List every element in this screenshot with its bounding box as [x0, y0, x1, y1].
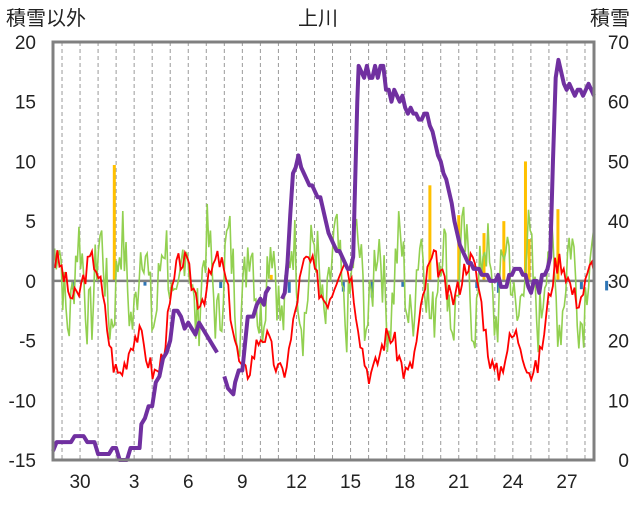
blue-bar [475, 280, 479, 289]
snow-depth-line [280, 57, 596, 300]
x-tick-label: 27 [556, 472, 577, 493]
blue-bar [496, 280, 500, 293]
left-tick-label: 20 [15, 33, 36, 54]
blue-bar [143, 280, 147, 286]
blue-bar [401, 280, 405, 287]
right-tick-label: 50 [608, 152, 629, 173]
x-tick-label: 3 [129, 472, 140, 493]
snow-depth-line [222, 285, 272, 397]
x-tick-label: 24 [502, 472, 524, 493]
x-tick-label: 12 [286, 472, 307, 493]
right-tick-label: 0 [618, 451, 629, 472]
left-axis-ticks: 20 15 10 5 0 -5 -10 -15 [9, 33, 36, 472]
left-tick-label: 15 [15, 93, 36, 114]
precip-bar [428, 185, 432, 281]
x-tick-label: 9 [237, 472, 248, 493]
left-tick-label: 5 [25, 212, 36, 233]
blue-bar [287, 280, 291, 293]
precip-bar [482, 233, 486, 281]
left-tick-label: 10 [15, 152, 36, 173]
x-tick-label: 18 [394, 472, 415, 493]
precip-bar [523, 161, 527, 281]
green-series-line [52, 203, 595, 357]
series-lines [51, 57, 596, 462]
x-axis-ticks: 30 3 6 9 12 15 18 21 24 27 [69, 472, 577, 493]
right-tick-label: 60 [608, 93, 629, 114]
precip-bar [527, 239, 531, 281]
right-axis-ticks: 70 60 50 40 30 20 10 0 [608, 33, 629, 472]
right-tick-label: 30 [608, 272, 629, 293]
right-axis-label: 積雪 [590, 7, 630, 30]
x-tick-label: 6 [183, 472, 194, 493]
precip-bar [457, 215, 461, 281]
snow-depth-line [51, 308, 219, 462]
plot-frame [51, 40, 596, 462]
temperature-series-line [52, 247, 595, 385]
right-tick-label: 70 [608, 33, 629, 54]
blue-bar [579, 280, 583, 290]
left-tick-label: -5 [19, 332, 36, 353]
left-axis-label: 積雪以外 [6, 7, 86, 30]
chart-title: 上川 [298, 7, 338, 30]
right-tick-label: 40 [608, 212, 629, 233]
precip-bar [112, 165, 116, 281]
right-tick-label: 20 [608, 332, 629, 353]
precip-bar [502, 221, 506, 281]
precip-bar [269, 274, 273, 281]
left-tick-label: -15 [9, 451, 36, 472]
left-tick-label: -10 [9, 391, 36, 412]
blue-bar [370, 280, 374, 298]
x-tick-label: 21 [448, 472, 469, 493]
blue-bar [605, 280, 609, 291]
right-tick-label: 10 [608, 391, 629, 412]
left-tick-label: 0 [25, 272, 36, 293]
x-tick-label: 15 [340, 472, 361, 493]
blue-bar [219, 280, 223, 289]
x-tick-label: 30 [69, 472, 90, 493]
precip-bar [556, 209, 560, 281]
